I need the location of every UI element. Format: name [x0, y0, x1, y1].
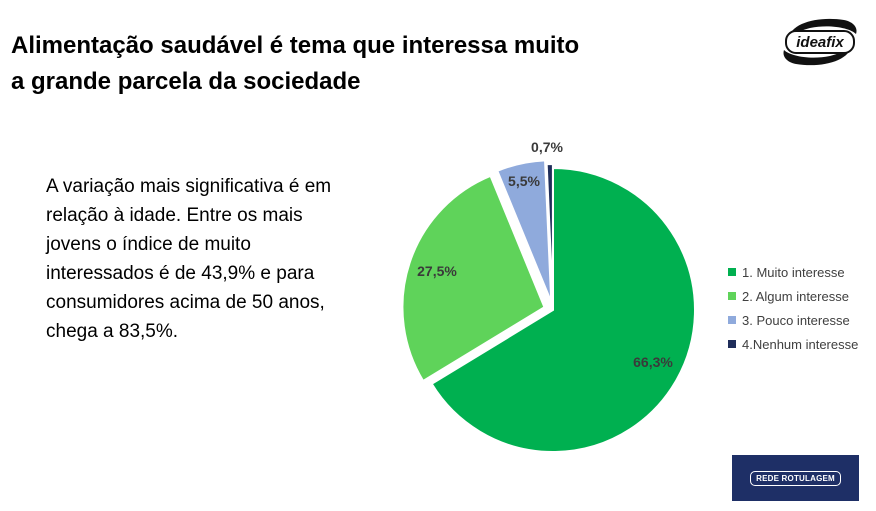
pie-slice-2	[401, 174, 546, 383]
data-label-2: 27,5%	[417, 263, 457, 279]
data-label-1: 66,3%	[633, 354, 673, 370]
legend: 1. Muito interesse 2. Algum interesse 3.…	[728, 260, 858, 356]
legend-swatch	[728, 268, 736, 276]
data-label-3: 5,5%	[508, 173, 540, 189]
legend-swatch	[728, 292, 736, 300]
title-line-1: Alimentação saudável é tema que interess…	[11, 32, 580, 59]
legend-label: 4.Nenhum interesse	[742, 336, 859, 352]
badge-text: REDE ROTULAGEM	[750, 470, 841, 486]
legend-label: 2. Algum interesse	[742, 288, 849, 304]
pie-slice-4	[545, 163, 554, 307]
rede-rotulagem-badge: REDE ROTULAGEM	[732, 455, 859, 501]
legend-swatch	[728, 340, 736, 348]
page-title: Alimentação saudável é tema que interess…	[11, 28, 711, 100]
pie-slice-3	[496, 159, 553, 303]
logo-graphic: ideafix	[783, 18, 857, 66]
title-line-2: a grande parcela da sociedade	[11, 68, 361, 95]
legend-swatch	[728, 316, 736, 324]
data-label-4: 0,7%	[531, 139, 563, 155]
legend-item-nenhum-interesse: 4.Nenhum interesse	[728, 332, 858, 356]
legend-item-muito-interesse: 1. Muito interesse	[728, 260, 858, 284]
logo-text: ideafix	[796, 34, 844, 51]
legend-item-pouco-interesse: 3. Pouco interesse	[728, 308, 858, 332]
legend-label: 3. Pouco interesse	[742, 312, 850, 328]
legend-item-algum-interesse: 2. Algum interesse	[728, 284, 858, 308]
ideafix-logo: ideafix	[780, 14, 860, 70]
legend-label: 1. Muito interesse	[742, 264, 845, 280]
body-text: A variação mais significativa é em relaç…	[46, 176, 332, 342]
pie-slice-1	[430, 166, 696, 453]
